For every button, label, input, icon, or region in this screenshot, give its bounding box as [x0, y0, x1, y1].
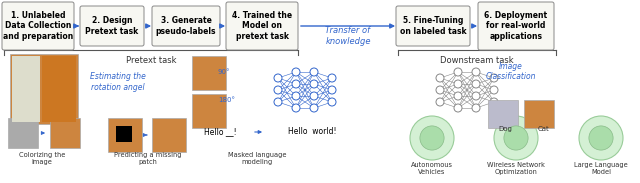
Text: Autonomous
Vehicles: Autonomous Vehicles	[411, 162, 453, 175]
Circle shape	[494, 116, 538, 160]
Circle shape	[292, 92, 300, 100]
Bar	[524, 100, 554, 128]
Circle shape	[436, 86, 444, 94]
Circle shape	[292, 68, 300, 76]
Circle shape	[454, 104, 462, 112]
Text: 90°: 90°	[218, 69, 230, 75]
Circle shape	[420, 126, 444, 150]
Bar	[108, 118, 142, 152]
Bar	[488, 100, 518, 128]
FancyBboxPatch shape	[80, 6, 144, 46]
Circle shape	[436, 98, 444, 106]
Text: 2. Design
Pretext task: 2. Design Pretext task	[85, 16, 139, 36]
Text: Transfer of
knowledge: Transfer of knowledge	[325, 26, 371, 46]
Text: Predicting a missing
patch: Predicting a missing patch	[115, 152, 182, 165]
Text: 5. Fine-Tuning
on labeled task: 5. Fine-Tuning on labeled task	[400, 16, 467, 36]
Text: 180°: 180°	[218, 97, 235, 103]
Text: Colorizing the
Image: Colorizing the Image	[19, 152, 65, 165]
Circle shape	[328, 98, 336, 106]
Circle shape	[490, 86, 498, 94]
Circle shape	[472, 68, 480, 76]
Bar	[42, 56, 76, 122]
Text: Large Language
Model: Large Language Model	[574, 162, 628, 175]
Circle shape	[490, 98, 498, 106]
Text: 4. Trained the
Model on
pretext task: 4. Trained the Model on pretext task	[232, 11, 292, 41]
Circle shape	[504, 126, 528, 150]
FancyBboxPatch shape	[396, 6, 470, 46]
Text: 1. Unlabeled
Data Collection
and preparation: 1. Unlabeled Data Collection and prepara…	[3, 11, 73, 41]
Circle shape	[274, 98, 282, 106]
Text: Wireless Network
Optimization: Wireless Network Optimization	[487, 162, 545, 175]
FancyBboxPatch shape	[226, 2, 298, 50]
Bar	[192, 94, 226, 128]
Text: 3. Generate
pseudo-labels: 3. Generate pseudo-labels	[156, 16, 216, 36]
Circle shape	[410, 116, 454, 160]
Circle shape	[328, 74, 336, 82]
Bar	[12, 56, 40, 122]
Circle shape	[310, 68, 318, 76]
Text: Masked language
modeling: Masked language modeling	[228, 152, 286, 165]
Circle shape	[274, 86, 282, 94]
FancyBboxPatch shape	[2, 2, 74, 50]
Bar	[8, 118, 38, 148]
Circle shape	[472, 92, 480, 100]
Bar	[116, 126, 132, 142]
Text: Dog: Dog	[498, 126, 512, 132]
Text: Cat: Cat	[537, 126, 549, 132]
Bar	[50, 118, 80, 148]
Bar	[10, 54, 78, 124]
FancyBboxPatch shape	[152, 6, 220, 46]
Circle shape	[454, 68, 462, 76]
Text: Downstream task: Downstream task	[440, 56, 514, 65]
Circle shape	[472, 80, 480, 88]
Circle shape	[292, 104, 300, 112]
FancyBboxPatch shape	[478, 2, 554, 50]
Circle shape	[310, 80, 318, 88]
Circle shape	[589, 126, 613, 150]
Text: Estimating the
rotation angel: Estimating the rotation angel	[90, 72, 146, 92]
Circle shape	[292, 80, 300, 88]
Text: Pretext task: Pretext task	[125, 56, 176, 65]
Circle shape	[454, 80, 462, 88]
Bar	[152, 118, 186, 152]
Circle shape	[454, 92, 462, 100]
Bar	[192, 56, 226, 90]
Text: Hello  world!: Hello world!	[288, 128, 337, 137]
Circle shape	[274, 74, 282, 82]
Text: Image
Classification: Image Classification	[486, 62, 536, 81]
Circle shape	[328, 86, 336, 94]
Circle shape	[310, 92, 318, 100]
Text: Hello __!: Hello __!	[204, 128, 236, 137]
Circle shape	[436, 74, 444, 82]
Text: 6. Deployment
for real-world
applications: 6. Deployment for real-world application…	[484, 11, 548, 41]
Circle shape	[490, 74, 498, 82]
Circle shape	[579, 116, 623, 160]
Circle shape	[472, 104, 480, 112]
Circle shape	[310, 104, 318, 112]
